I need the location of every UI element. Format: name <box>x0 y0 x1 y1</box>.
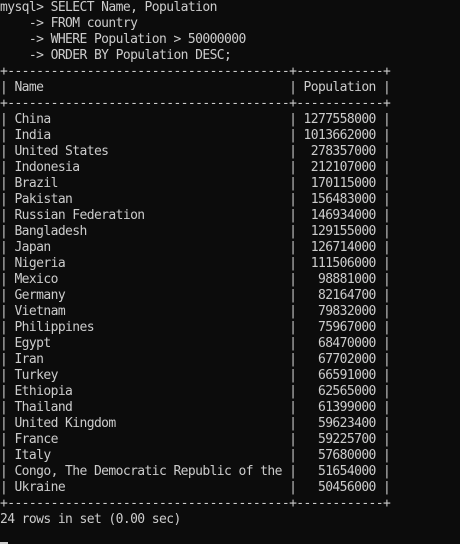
table-row: | Brazil | 170115000 | <box>0 176 391 191</box>
table-row: | Italy | 57680000 | <box>0 448 391 463</box>
table-row: | Germany | 82164700 | <box>0 288 391 303</box>
table-row: | India | 1013662000 | <box>0 128 391 143</box>
table-row: | Egypt | 68470000 | <box>0 336 391 351</box>
table-row: | France | 59225700 | <box>0 432 391 447</box>
table-row: | Russian Federation | 146934000 | <box>0 208 391 223</box>
table-border: +---------------------------------------… <box>0 496 391 511</box>
table-row: | Indonesia | 212107000 | <box>0 160 391 175</box>
table-row: | China | 1277558000 | <box>0 112 391 127</box>
result-status: 24 rows in set (0.00 sec) <box>0 512 181 527</box>
table-row: | Bangladesh | 129155000 | <box>0 224 391 239</box>
table-row: | Ethiopia | 62565000 | <box>0 384 391 399</box>
table-row: | Turkey | 66591000 | <box>0 368 391 383</box>
table-row: | United States | 278357000 | <box>0 144 391 159</box>
prompt-cursor-line <box>0 528 460 544</box>
table-row: | Nigeria | 111506000 | <box>0 256 391 271</box>
table-row: | Ukraine | 50456000 | <box>0 480 391 495</box>
query-prompt-line: mysql> SELECT Name, Population <box>0 0 217 15</box>
table-border: +---------------------------------------… <box>0 96 391 111</box>
table-header: | Name | Population | <box>0 80 391 95</box>
table-row: | Vietnam | 79832000 | <box>0 304 391 319</box>
table-row: | United Kingdom | 59623400 | <box>0 416 391 431</box>
table-row: | Congo, The Democratic Republic of the … <box>0 464 391 479</box>
table-border: +---------------------------------------… <box>0 64 391 79</box>
table-row: | Mexico | 98881000 | <box>0 272 391 287</box>
table-row: | Philippines | 75967000 | <box>0 320 391 335</box>
query-continuation-line: -> WHERE Population > 50000000 <box>0 32 246 47</box>
table-row: | Pakistan | 156483000 | <box>0 192 391 207</box>
query-continuation-line: -> FROM country <box>0 16 138 31</box>
table-row: | Thailand | 61399000 | <box>0 400 391 415</box>
table-row: | Japan | 126714000 | <box>0 240 391 255</box>
table-row: | Iran | 67702000 | <box>0 352 391 367</box>
query-continuation-line: -> ORDER BY Population DESC; <box>0 48 232 63</box>
